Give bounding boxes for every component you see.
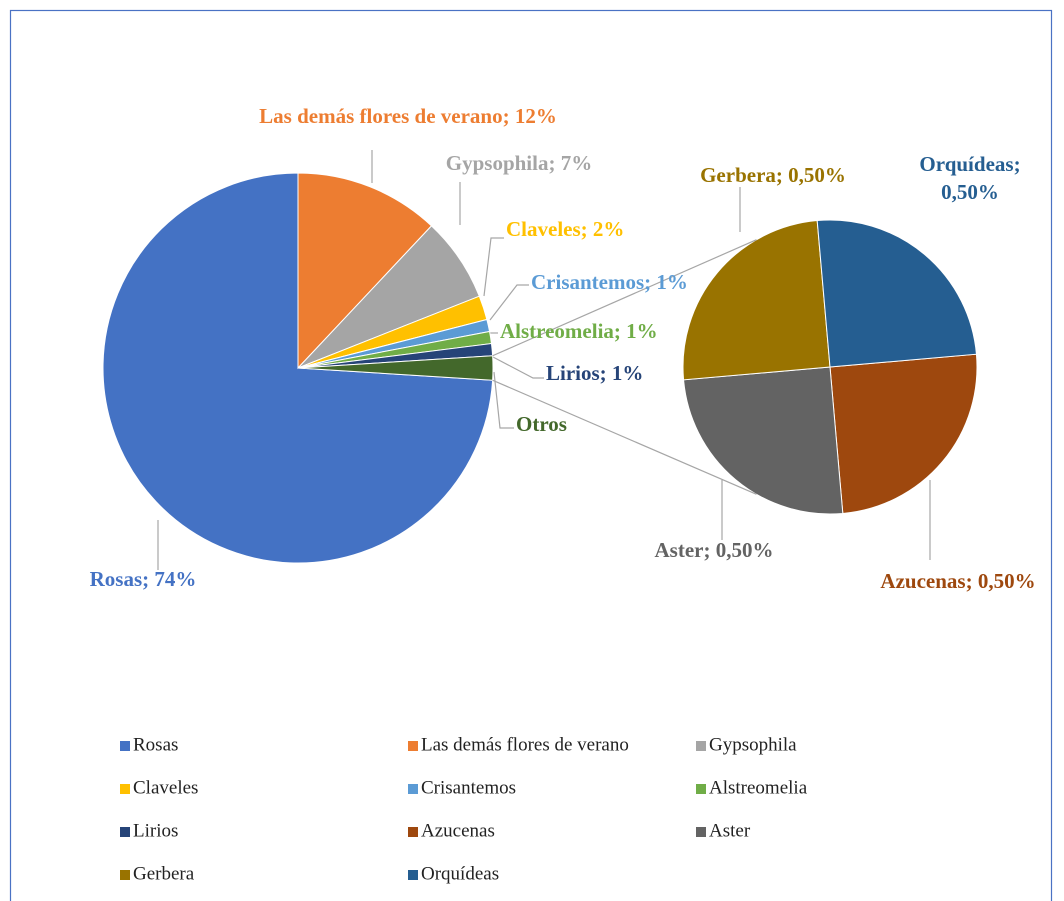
legend-swatch — [120, 784, 130, 794]
data-label: Gypsophila; 7% — [446, 151, 592, 175]
legend-label: Lirios — [133, 820, 178, 841]
connector-line — [492, 239, 757, 357]
pie-slice — [816, 219, 977, 368]
leader-lines — [157, 150, 931, 570]
pie-slice — [683, 366, 844, 515]
secondary-pie — [682, 219, 978, 515]
data-label: Claveles; 2% — [506, 217, 624, 241]
legend-label: Azucenas — [421, 820, 495, 841]
legend: Rosas Las demás flores de verano Gypsophil… — [120, 734, 808, 884]
data-label: Lirios; 1% — [546, 361, 643, 385]
data-label-line: Orquídeas; — [919, 152, 1020, 176]
legend-swatch — [696, 784, 706, 794]
data-label: Gerbera; 0,50% — [700, 163, 846, 187]
legend-swatch — [120, 741, 130, 751]
legend-swatch — [408, 784, 418, 794]
legend-label: Claveles — [133, 777, 198, 798]
leader-line — [492, 356, 544, 379]
data-label: Alstreomelia; 1% — [500, 319, 658, 343]
data-label: Aster; 0,50% — [655, 538, 774, 562]
legend-swatch — [408, 741, 418, 751]
legend-swatch — [696, 741, 706, 751]
main-pie — [102, 172, 494, 564]
legend-swatch — [408, 827, 418, 837]
legend-swatch — [120, 827, 130, 837]
data-label: Las demás flores de verano; 12% — [259, 104, 557, 128]
legend-label: Alstreomelia — [709, 777, 808, 798]
legend-swatch — [408, 870, 418, 880]
legend-swatch — [120, 870, 130, 880]
leader-line — [483, 237, 504, 297]
pie-slice — [297, 172, 433, 370]
legend-label: Crisantemos — [421, 777, 516, 798]
data-label: Otros — [516, 412, 567, 436]
leader-line — [489, 284, 529, 321]
legend-label: Orquídeas — [421, 863, 499, 884]
legend-swatch — [696, 827, 706, 837]
data-label: Azucenas; 0,50% — [880, 569, 1035, 593]
data-label: Rosas; 74% — [90, 567, 197, 591]
leader-line — [493, 371, 514, 429]
data-label: Crisantemos; 1% — [531, 270, 688, 294]
legend-label: Las demás flores de verano — [421, 734, 629, 755]
data-label-line: 0,50% — [941, 180, 999, 204]
legend-label: Rosas — [133, 734, 178, 755]
pie-slice-other — [297, 355, 494, 381]
data-label: Orquídeas; 0,50% — [919, 152, 1020, 204]
legend-label: Gypsophila — [709, 734, 797, 755]
pie-slice — [829, 353, 978, 514]
connector-line — [492, 379, 757, 495]
legend-label: Aster — [709, 820, 751, 841]
legend-label: Gerbera — [133, 863, 195, 884]
pie-slice — [682, 220, 831, 381]
